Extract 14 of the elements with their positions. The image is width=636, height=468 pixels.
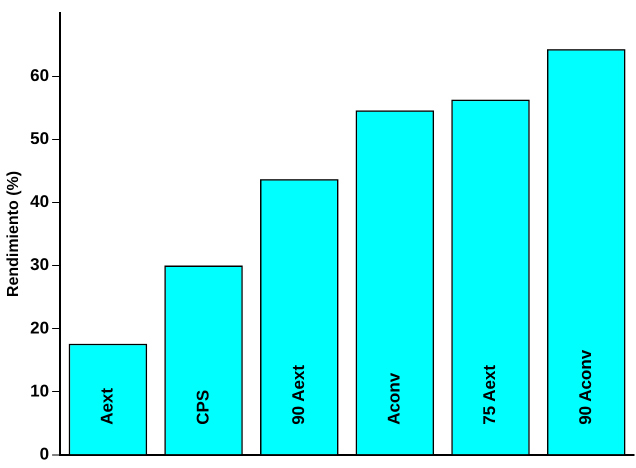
y-tick-label: 40 [30,192,50,212]
y-tick-label: 20 [30,318,50,338]
x-tick-label: CPS [193,390,212,425]
x-tick-label: 75 Aext [480,364,500,425]
x-tick-label: Aext [98,388,117,425]
x-tick-label: 90 Aconv [576,349,595,425]
y-tick-label: 10 [30,381,50,400]
y-tick-label: 60 [30,66,50,85]
y-axis-title: Rendimiento (%) [5,170,22,298]
y-tick-label: 50 [30,129,50,148]
y-tick-label: 0 [40,444,50,464]
y-tick-label: 30 [30,255,50,274]
x-tick-label: Aconv [384,372,404,425]
x-tick-label: 90 Aext [288,364,308,425]
